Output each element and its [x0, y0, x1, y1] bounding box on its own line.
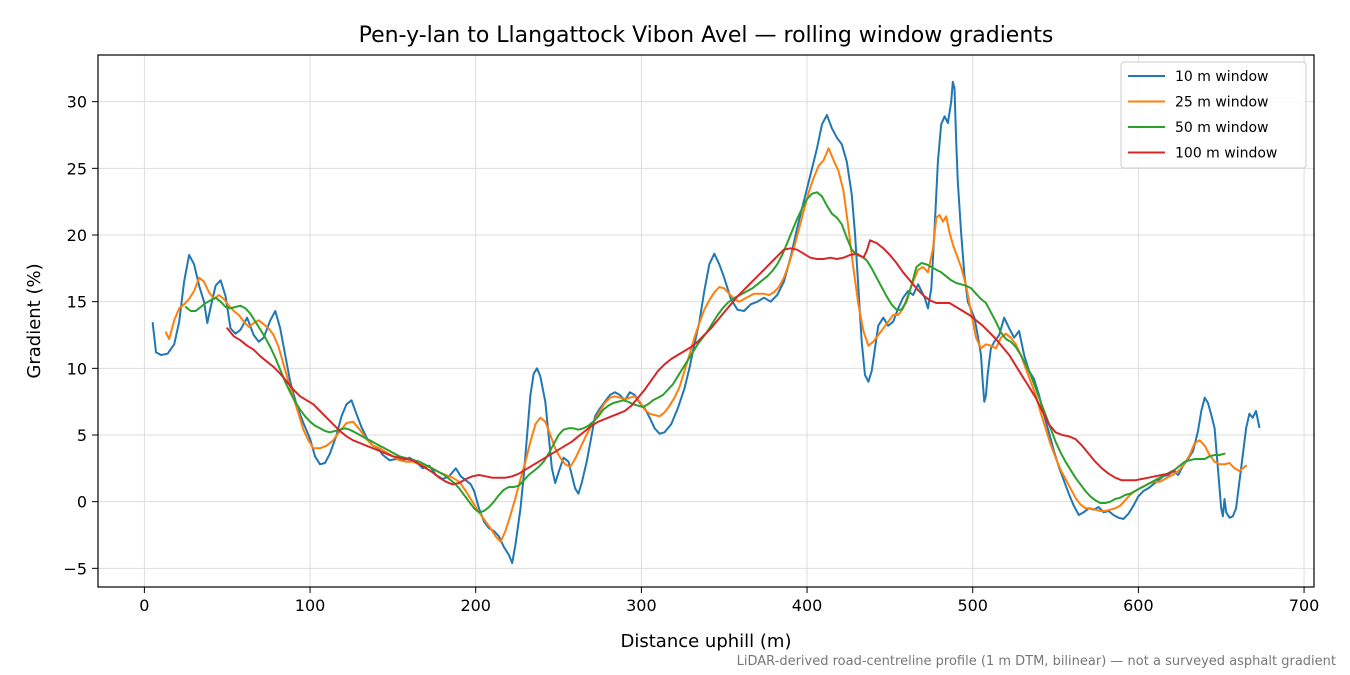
y-tick-label: 10	[67, 359, 87, 378]
x-tick-label: 200	[460, 596, 491, 615]
legend-label: 50 m window	[1175, 120, 1268, 136]
y-tick-label: 15	[67, 293, 87, 312]
legend: 10 m window 25 m window 50 m window 100 m w…	[1120, 61, 1307, 169]
legend-box	[1120, 61, 1307, 169]
footnote: LiDAR-derived road-centreline profile (1…	[737, 654, 1336, 669]
series-line-1	[151, 80, 1261, 564]
x-tick-label: 300	[626, 596, 657, 615]
x-tick-label: 400	[792, 596, 823, 615]
series-lines	[151, 80, 1261, 564]
series-line-2	[164, 147, 1248, 543]
y-tick-label: −5	[63, 559, 87, 578]
x-tick-label: 600	[1123, 596, 1154, 615]
x-tick-label: 500	[957, 596, 988, 615]
y-tick-label: 25	[67, 159, 87, 178]
y-axis-label: Gradient (%)	[24, 263, 45, 378]
y-axis: −5 0 5 10 15 20 25 30	[63, 93, 98, 578]
y-tick-label: 20	[67, 226, 87, 245]
plot-frame	[97, 54, 1315, 588]
y-tick-label: 5	[77, 426, 87, 445]
legend-label: 10 m window	[1175, 69, 1268, 85]
x-axis: 0 100 200 300 400 500 600 700	[139, 587, 1319, 615]
y-tick-label: 30	[67, 93, 87, 112]
legend-label: 100 m window	[1175, 146, 1277, 162]
series-line-4	[226, 239, 1176, 486]
x-tick-label: 100	[295, 596, 326, 615]
x-tick-label: 700	[1289, 596, 1320, 615]
x-tick-label: 0	[139, 596, 149, 615]
series-line-3	[184, 191, 1226, 514]
y-tick-label: 0	[77, 493, 87, 512]
x-axis-label: Distance uphill (m)	[621, 631, 792, 652]
chart-title: Pen-y-lan to Llangattock Vibon Avel — ro…	[359, 23, 1054, 48]
legend-label: 25 m window	[1175, 95, 1268, 111]
